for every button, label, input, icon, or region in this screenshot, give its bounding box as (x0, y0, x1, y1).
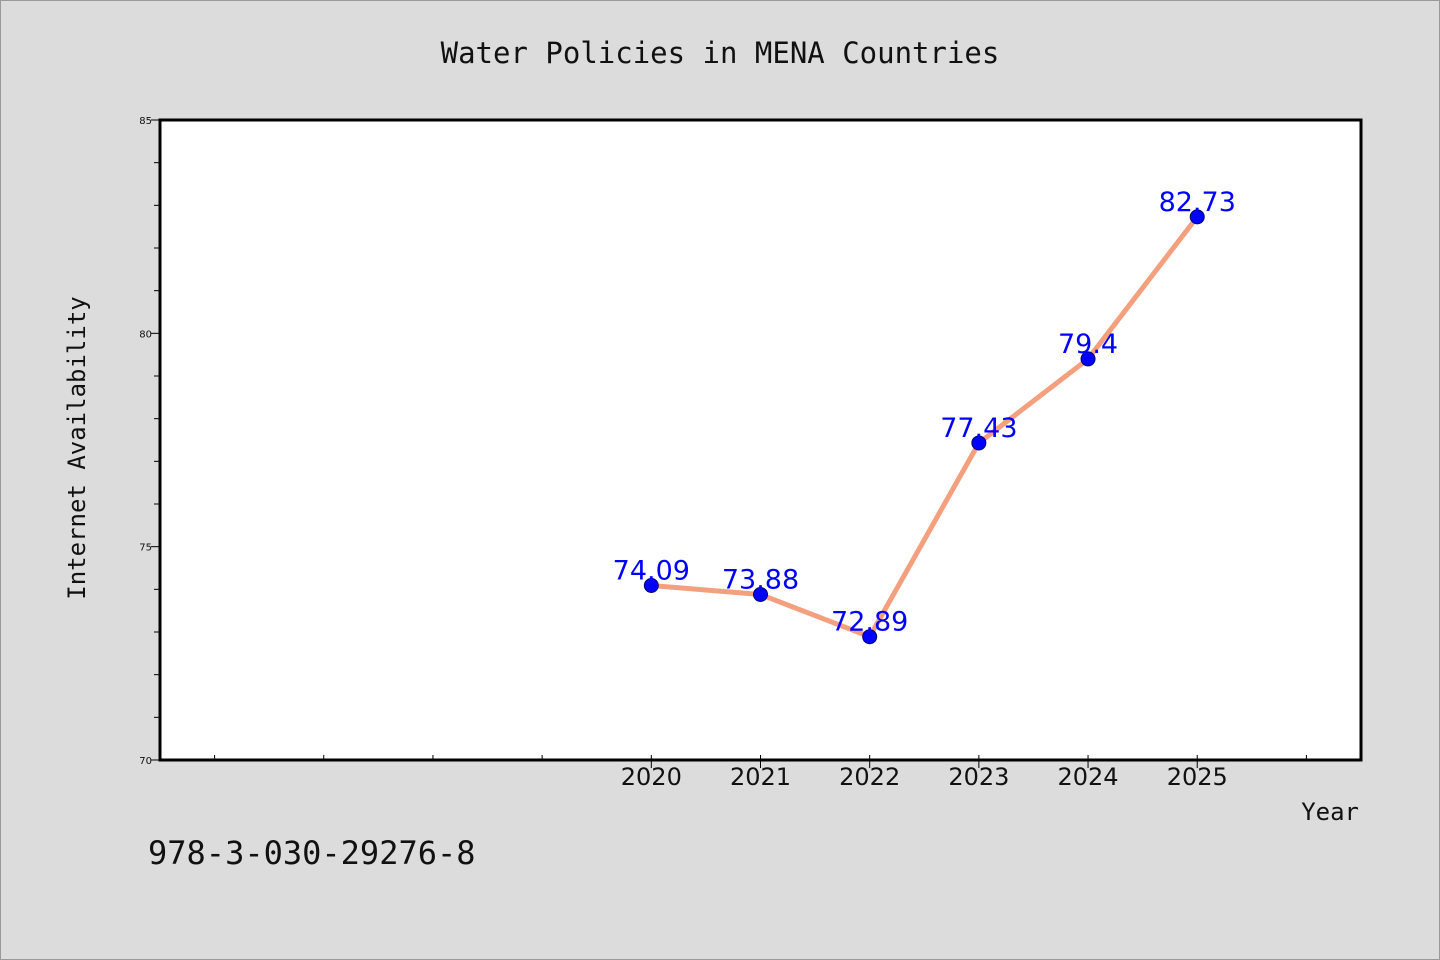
y-tick-label: 80 (139, 329, 152, 340)
data-label: 72.89 (831, 607, 908, 638)
data-label: 74.09 (613, 555, 690, 586)
chart-title: Water Policies in MENA Countries (441, 36, 1000, 70)
x-tick-label: 2020 (621, 763, 682, 791)
data-point (971, 435, 987, 451)
data-point (1080, 351, 1096, 367)
y-tick-label: 70 (139, 756, 152, 767)
x-tick-label: 2021 (730, 763, 791, 791)
plot-area (158, 118, 1363, 762)
x-tick-label: 2022 (839, 763, 900, 791)
data-label: 73.88 (722, 564, 799, 595)
isbn-text: 978-3-030-29276-8 (148, 834, 476, 872)
y-tick-label: 75 (139, 543, 152, 554)
x-axis: 2020 2021 2022 2023 2024 2025 (214, 755, 1307, 791)
x-tick-label: 2023 (948, 763, 1009, 791)
x-axis-label: Year (1301, 798, 1359, 826)
data-point (1189, 209, 1205, 225)
x-tick-label: 2025 (1167, 763, 1228, 791)
series-line (651, 215, 1200, 640)
data-point (753, 586, 768, 602)
data-label: 77.43 (940, 413, 1017, 444)
data-point (862, 629, 878, 645)
data-point (643, 577, 659, 593)
series-layer: 74.09 73.88 72.89 77.43 79.4 82.73 (613, 187, 1236, 645)
y-axis-label: Internet Availability (63, 296, 91, 599)
data-label: 82.73 (1159, 187, 1236, 218)
data-label: 79.4 (1058, 329, 1118, 360)
y-axis: 70 75 80 85 (139, 116, 160, 767)
y-tick-label: 85 (139, 116, 152, 127)
x-tick-label: 2024 (1058, 763, 1119, 791)
